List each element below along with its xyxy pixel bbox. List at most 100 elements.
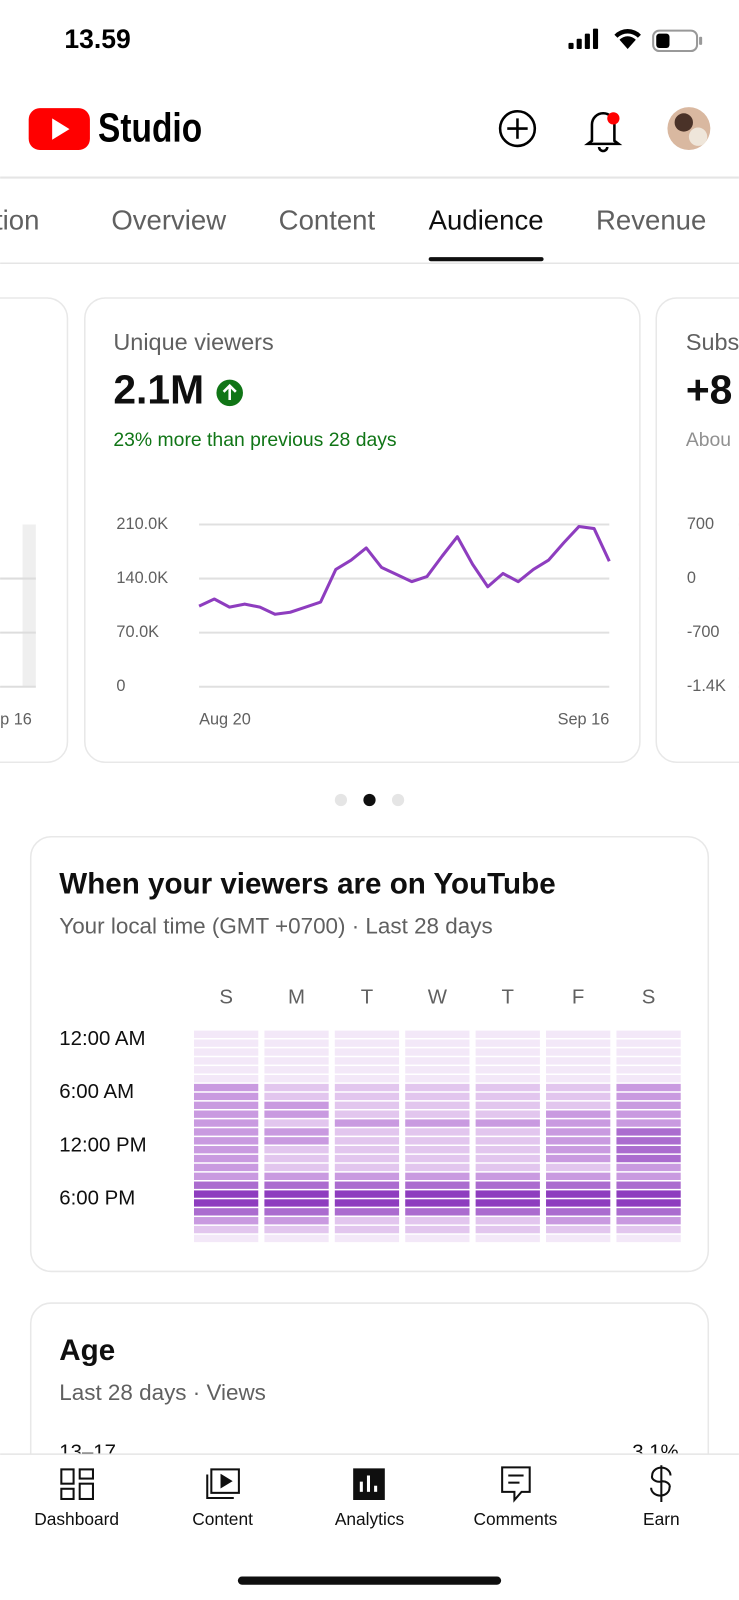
heat-cell <box>193 1039 259 1047</box>
heat-cell <box>334 1217 400 1225</box>
column-label: T <box>502 986 514 1008</box>
heat-cell <box>616 1137 681 1145</box>
nav-label[interactable]: Analytics <box>335 1509 405 1529</box>
heat-cell <box>616 1146 681 1154</box>
heat-cell <box>334 1190 400 1198</box>
tab[interactable]: ation <box>0 205 39 236</box>
tab[interactable]: Audience <box>429 205 544 236</box>
heat-cell <box>193 1119 259 1127</box>
heatmap-title: When your viewers are on YouTube <box>59 868 555 901</box>
heat-cell <box>264 1225 329 1234</box>
heat-cell <box>475 1225 540 1234</box>
heat-cell <box>616 1039 681 1047</box>
heat-cell <box>616 1163 681 1172</box>
heat-cell <box>475 1048 540 1056</box>
heat-cell <box>475 1092 540 1101</box>
heat-cell <box>334 1075 400 1083</box>
heat-cell <box>264 1039 329 1047</box>
tab[interactable]: Content <box>279 205 376 236</box>
heat-cell <box>334 1066 400 1074</box>
heat-cell <box>334 1119 400 1127</box>
heat-cell <box>616 1181 681 1189</box>
heat-cell <box>405 1092 470 1101</box>
heat-cell <box>475 1234 540 1243</box>
heatmap: S M T W T F S 12:00 AM 6:00 AM 12:00 PM 6:00 PM <box>59 986 681 1243</box>
heat-cell <box>405 1110 470 1118</box>
heat-cell <box>334 1092 400 1101</box>
heat-cell <box>546 1092 611 1101</box>
heat-cell <box>264 1066 329 1074</box>
youtube-logo[interactable] <box>28 108 90 150</box>
heat-cell <box>334 1039 400 1047</box>
viewers-card[interactable] <box>84 297 641 764</box>
heat-cell <box>264 1128 329 1136</box>
heat-cell <box>475 1137 540 1145</box>
heat-cell <box>616 1075 681 1083</box>
heat-cell <box>193 1057 259 1065</box>
left-card-grid <box>0 524 36 688</box>
heat-cell <box>475 1057 540 1065</box>
heat-cell <box>193 1217 259 1225</box>
carousel-dots <box>334 793 405 807</box>
heat-cell <box>264 1057 329 1065</box>
heat-cell <box>546 1039 611 1047</box>
heat-cell <box>264 1048 329 1056</box>
app-title: Studio <box>98 104 202 150</box>
nav-icons <box>60 1465 672 1503</box>
heat-cell <box>475 1128 540 1136</box>
heat-cell <box>475 1154 540 1163</box>
nav-label[interactable]: Content <box>192 1509 253 1529</box>
x-tick-label: Aug 20 <box>199 711 251 729</box>
nav-label[interactable]: Comments <box>474 1509 558 1529</box>
heat-cell <box>193 1075 259 1083</box>
heat-cell <box>193 1137 259 1145</box>
heat-cell <box>405 1154 470 1163</box>
bottom-nav: Dashboard Content Analytics Comments Earn <box>34 1509 679 1529</box>
heat-cell <box>475 1190 540 1198</box>
tab[interactable]: Revenue <box>596 205 706 236</box>
heat-cell <box>475 1181 540 1189</box>
heat-cell <box>405 1048 470 1056</box>
y-tick-label: 140.0K <box>116 569 168 587</box>
heat-cell <box>475 1083 540 1092</box>
heat-cell <box>193 1030 259 1038</box>
trend-up-icon <box>216 379 243 407</box>
heat-cell <box>193 1048 259 1056</box>
tab[interactable]: Overview <box>111 205 226 236</box>
notifications-button[interactable] <box>584 112 623 153</box>
heat-cell <box>264 1075 329 1083</box>
heat-cell <box>405 1172 470 1180</box>
heat-cell <box>334 1172 400 1180</box>
right-card[interactable] <box>655 297 739 764</box>
heat-cell <box>616 1083 681 1092</box>
nav-label[interactable]: Earn <box>643 1509 680 1529</box>
heat-cell <box>193 1101 259 1109</box>
heat-cell <box>616 1217 681 1225</box>
y-tick-label: 700 <box>687 515 714 533</box>
column-label: S <box>219 986 233 1008</box>
heat-cell <box>546 1066 611 1074</box>
heat-cell <box>193 1110 259 1118</box>
column-label: F <box>572 986 584 1008</box>
heat-cell <box>616 1110 681 1118</box>
heat-cell <box>334 1057 400 1065</box>
tab-bar: ation Overview Content Audience Revenue <box>0 205 706 262</box>
create-button[interactable] <box>498 109 537 148</box>
heat-cell <box>334 1199 400 1207</box>
heat-cell <box>616 1128 681 1136</box>
y-tick-label: -1.4K <box>687 677 726 695</box>
avatar[interactable] <box>667 107 711 150</box>
row-label: 12:00 AM <box>59 1028 145 1050</box>
heat-cell <box>264 1030 329 1038</box>
heat-cell <box>405 1083 470 1092</box>
heat-cell <box>264 1146 329 1154</box>
heat-cell <box>193 1083 259 1092</box>
heat-cell <box>475 1066 540 1074</box>
y-tick-label: 70.0K <box>116 623 159 641</box>
heat-cell <box>616 1234 681 1243</box>
heat-cell <box>546 1234 611 1243</box>
nav-label[interactable]: Dashboard <box>34 1509 119 1529</box>
heat-cell <box>405 1030 470 1038</box>
row-label: 6:00 PM <box>59 1188 135 1210</box>
